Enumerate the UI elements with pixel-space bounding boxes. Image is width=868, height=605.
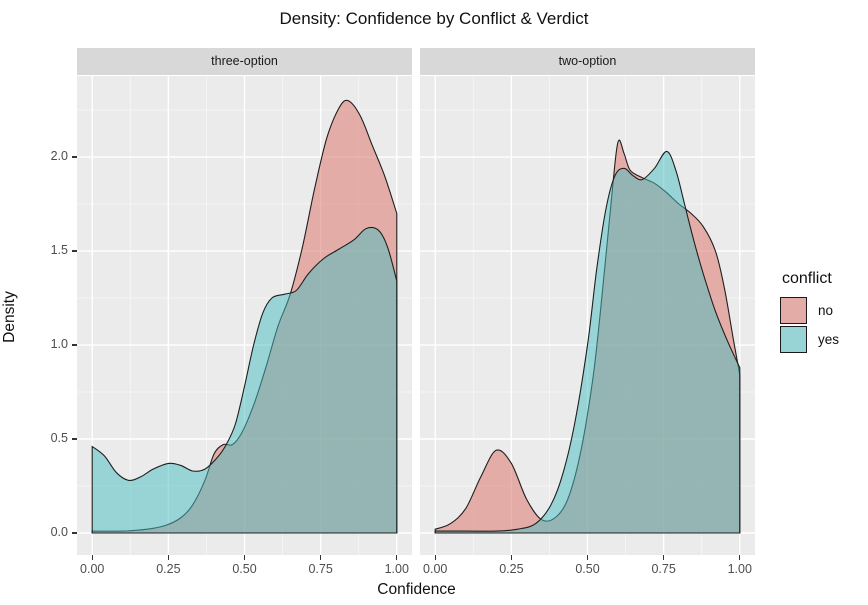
- x-tick-mark: [243, 555, 246, 560]
- y-tick-mark: [71, 250, 77, 252]
- legend: conflict no yes: [780, 270, 839, 354]
- facet-strip: three-option: [77, 48, 412, 75]
- legend-item-no: no: [780, 296, 839, 325]
- x-tick-label: 0.25: [499, 562, 524, 576]
- legend-key-yes: [780, 326, 807, 353]
- x-tick-label: 1.00: [384, 562, 409, 576]
- x-tick-mark: [510, 555, 512, 560]
- legend-item-yes: yes: [780, 325, 839, 354]
- y-tick-mark: [71, 156, 77, 158]
- y-tick-label: 2.0: [50, 149, 68, 164]
- x-tick-mark: [586, 555, 589, 560]
- x-tick-mark: [167, 555, 169, 560]
- y-axis-title: Density: [1, 291, 18, 343]
- legend-title: conflict: [782, 270, 832, 287]
- x-tick-mark: [739, 555, 741, 560]
- density-area-yes: [91, 226, 398, 534]
- x-tick-mark: [663, 555, 665, 560]
- x-tick-label: 0.75: [651, 562, 676, 576]
- y-tick-label: 0.0: [50, 525, 68, 539]
- x-tick-mark: [320, 555, 322, 560]
- x-tick-label: 1.00: [727, 562, 752, 576]
- legend-key-no: [780, 297, 807, 324]
- legend-item-label: no: [818, 303, 834, 318]
- x-tick-mark: [91, 555, 93, 560]
- x-tick-label: 0.00: [80, 562, 105, 576]
- y-tick-label: 0.5: [50, 431, 68, 445]
- y-tick-label: 1.0: [50, 337, 68, 351]
- x-tick-label: 0.75: [308, 562, 333, 576]
- x-tick-mark: [434, 555, 436, 560]
- facet-panel-three-option: [77, 76, 412, 555]
- facet-panel-two-option: [420, 76, 755, 555]
- y-tick-mark: [71, 438, 77, 440]
- legend-items: no yes: [780, 296, 839, 354]
- y-tick-mark: [71, 344, 77, 346]
- legend-item-label: yes: [818, 332, 840, 347]
- plot-title: Density: Confidence by Conflict & Verdic…: [279, 9, 589, 28]
- x-tick-mark: [396, 555, 398, 560]
- x-tick-label: 0.50: [232, 562, 257, 576]
- facet-strip: two-option: [420, 48, 755, 75]
- y-tick-mark: [71, 532, 77, 534]
- y-tick-label: 1.5: [50, 243, 68, 258]
- x-axis-title: Confidence: [377, 581, 456, 598]
- x-tick-label: 0.25: [156, 562, 181, 576]
- x-tick-label: 0.00: [423, 562, 448, 576]
- x-tick-label: 0.50: [575, 562, 600, 576]
- density-area-yes: [434, 150, 741, 534]
